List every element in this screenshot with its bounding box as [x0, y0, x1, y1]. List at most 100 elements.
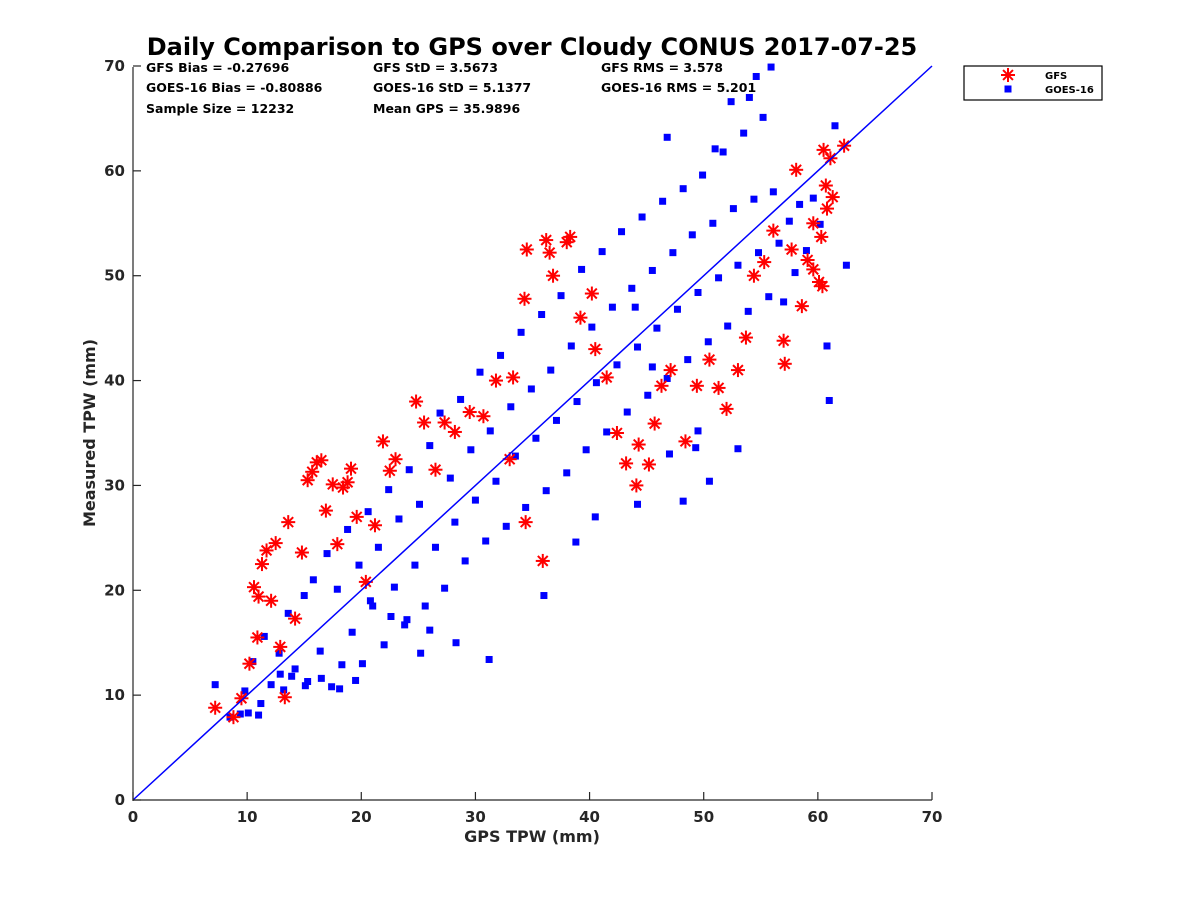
gfs-point [314, 453, 329, 468]
x-tick-label: 60 [807, 808, 828, 826]
goes16-point [802, 247, 810, 255]
y-tick-label: 20 [104, 581, 125, 599]
goes16-point [323, 550, 331, 558]
stat-gfs-bias: GFS Bias = -0.27696 [146, 60, 289, 75]
goes16-point [573, 398, 581, 406]
gfs-point [825, 190, 840, 205]
gfs-point [251, 589, 266, 604]
x-tick-label: 10 [237, 808, 258, 826]
gfs-point [711, 380, 726, 395]
legend-gfs-mark [1001, 68, 1015, 82]
gfs-point [654, 378, 669, 393]
stat-mean-gps: Mean GPS = 35.9896 [373, 101, 520, 116]
goes16-point [557, 292, 565, 300]
goes16-point [476, 368, 484, 376]
legend-goes16-square-icon [1004, 85, 1012, 93]
goes16-point [547, 366, 555, 374]
goes16-point [582, 446, 590, 454]
x-tick-label: 0 [128, 808, 138, 826]
stat-gfs-std: GFS StD = 3.5673 [373, 60, 498, 75]
goes16-point [426, 626, 434, 634]
legend-gfs-asterisk-icon [1001, 68, 1015, 82]
goes16-point [497, 351, 505, 359]
legend-box [963, 65, 1103, 101]
gfs-point [738, 330, 753, 345]
one-to-one-line [132, 65, 933, 801]
goes16-point [317, 674, 325, 682]
gfs-point [818, 178, 833, 193]
goes16-point [673, 305, 681, 313]
goes16-point [831, 122, 839, 130]
goes16-point [364, 508, 372, 516]
goes16-point [809, 194, 817, 202]
gfs-point [629, 478, 644, 493]
goes16-point [588, 323, 596, 331]
goes16-point [648, 363, 656, 371]
gfs-point [588, 342, 603, 357]
goes16-point [280, 686, 288, 694]
gfs-point [277, 690, 292, 705]
gfs-point [766, 223, 781, 238]
stat-goes16-std: GOES-16 StD = 5.1377 [373, 80, 531, 95]
goes16-point [471, 496, 479, 504]
goes16-point [532, 434, 540, 442]
goes16-point [825, 396, 833, 404]
legend-gfs-label: GFS [1045, 71, 1067, 82]
goes16-point [395, 515, 403, 523]
gfs-point [382, 463, 397, 478]
goes16-point [527, 385, 535, 393]
gfs-point [519, 242, 534, 257]
goes16-point [288, 672, 296, 680]
goes16-point [653, 324, 661, 332]
goes16-point [338, 661, 346, 669]
goes16-point [467, 446, 475, 454]
goes16-point [542, 487, 550, 495]
gfs-point [776, 333, 791, 348]
goes16-point [791, 269, 799, 277]
gfs-point [800, 252, 815, 267]
goes16-point [380, 641, 388, 649]
goes16-point [628, 284, 636, 292]
gfs-point [488, 373, 503, 388]
goes16-point [284, 609, 292, 617]
goes16-point [366, 597, 374, 605]
gfs-point [409, 394, 424, 409]
gfs-point [318, 503, 333, 518]
goes16-point [592, 379, 600, 387]
gfs-point [226, 710, 241, 725]
goes16-point [502, 522, 510, 530]
goes16-point [405, 466, 413, 474]
goes16-point [482, 537, 490, 545]
goes16-point [631, 303, 639, 311]
gfs-point [367, 518, 382, 533]
goes16-point [304, 678, 312, 686]
goes16-point [694, 427, 702, 435]
legend: GFS GOES-16 [963, 65, 1103, 101]
goes16-point [374, 543, 382, 551]
goes16-point [613, 361, 621, 369]
goes16-point [417, 649, 425, 657]
gfs-point [476, 409, 491, 424]
gfs-point [242, 656, 257, 671]
goes16-point [769, 188, 777, 196]
gfs-point [325, 477, 340, 492]
gfs-point [234, 691, 249, 706]
goes16-point [785, 217, 793, 225]
goes16-point [267, 681, 275, 689]
y-tick-label: 30 [104, 476, 125, 494]
x-tick-label: 50 [693, 808, 714, 826]
gfs-point [689, 378, 704, 393]
x-tick-label: 30 [465, 808, 486, 826]
gfs-point [746, 268, 761, 283]
y-tick-label: 70 [104, 57, 125, 75]
goes16-point [387, 613, 395, 620]
gfs-point [819, 201, 834, 216]
goes16-point [540, 592, 548, 600]
gfs-point [641, 457, 656, 472]
goes16-point [328, 683, 336, 691]
goes16-point [211, 681, 219, 689]
goes16-point [623, 408, 631, 416]
goes16-point [699, 171, 707, 179]
gfs-point [388, 452, 403, 467]
